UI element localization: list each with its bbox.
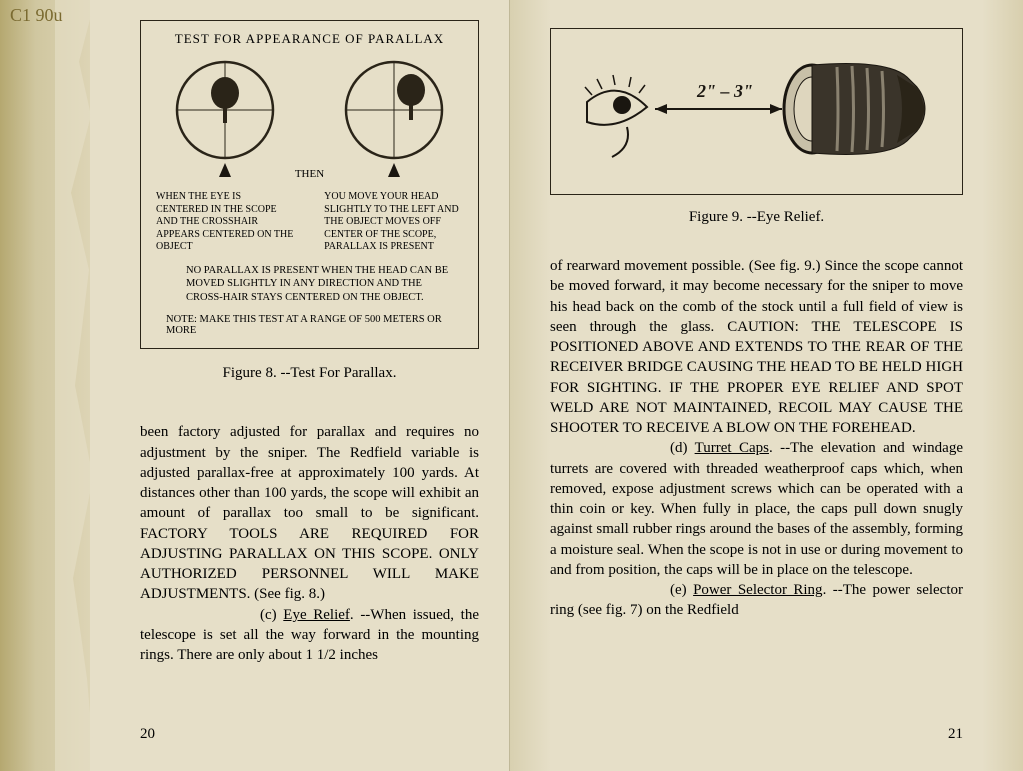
figure-8-footnote: NO PARALLAX IS PRESENT WHEN THE HEAD CAN…: [186, 264, 453, 305]
eye-relief-heading: Eye Relief: [283, 607, 350, 623]
right-page: 2" – 3" Figure 9. --Eye Relief. of rearw…: [510, 0, 1023, 771]
eye-relief-diagram-icon: 2" – 3": [577, 47, 937, 177]
figure-8-box: TEST FOR APPEARANCE OF PARALLAX WHEN THE…: [140, 20, 479, 349]
item-e-lead: (e): [670, 582, 693, 598]
right-body-paragraph-3: (e) Power Selector Ring. --The power sel…: [550, 580, 963, 621]
item-d-lead: (d): [670, 440, 695, 456]
distance-text: 2" – 3": [696, 81, 753, 101]
scope-centered: WHEN THE EYE IS CENTERED IN THE SCOPE AN…: [156, 55, 295, 254]
scopes-row: WHEN THE EYE IS CENTERED IN THE SCOPE AN…: [156, 55, 463, 254]
turret-caps-heading: Turret Caps: [695, 440, 769, 456]
figure-8-label: Figure 8. --Test For Parallax.: [140, 365, 479, 382]
scope-centered-caption: WHEN THE EYE IS CENTERED IN THE SCOPE AN…: [156, 191, 295, 254]
left-page: C1 90u TEST FOR APPEARANCE OF PARALLAX W…: [0, 0, 510, 771]
page-number-right: 21: [948, 726, 963, 743]
scope-offset-caption: YOU MOVE YOUR HEAD SLIGHTLY TO THE LEFT …: [324, 191, 463, 254]
then-label: THEN: [295, 128, 324, 180]
figure-8-note: NOTE: MAKE THIS TEST AT A RANGE OF 500 M…: [166, 314, 463, 336]
figure-8-title: TEST FOR APPEARANCE OF PARALLAX: [156, 31, 463, 47]
page-number-left: 20: [140, 726, 155, 743]
left-body-paragraph-2: (c) Eye Relief. --When issued, the teles…: [140, 605, 479, 666]
right-body-paragraph-1: of rearward movement possible. (See fig.…: [550, 256, 963, 438]
item-d-rest: . --The elevation and windage turrets ar…: [550, 440, 963, 578]
scope-centered-icon: [170, 55, 280, 185]
item-c-lead: (c): [260, 607, 283, 623]
right-body-paragraph-2: (d) Turret Caps. --The elevation and win…: [550, 438, 963, 580]
figure-9-label: Figure 9. --Eye Relief.: [550, 209, 963, 226]
left-body-paragraph-1: been factory adjusted for parallax and r…: [140, 422, 479, 604]
figure-9-box: 2" – 3": [550, 28, 963, 195]
power-selector-heading: Power Selector Ring: [693, 582, 822, 598]
scope-offset-icon: [339, 55, 449, 185]
scope-offset: YOU MOVE YOUR HEAD SLIGHTLY TO THE LEFT …: [324, 55, 463, 254]
handwritten-note: C1 90u: [10, 6, 63, 24]
